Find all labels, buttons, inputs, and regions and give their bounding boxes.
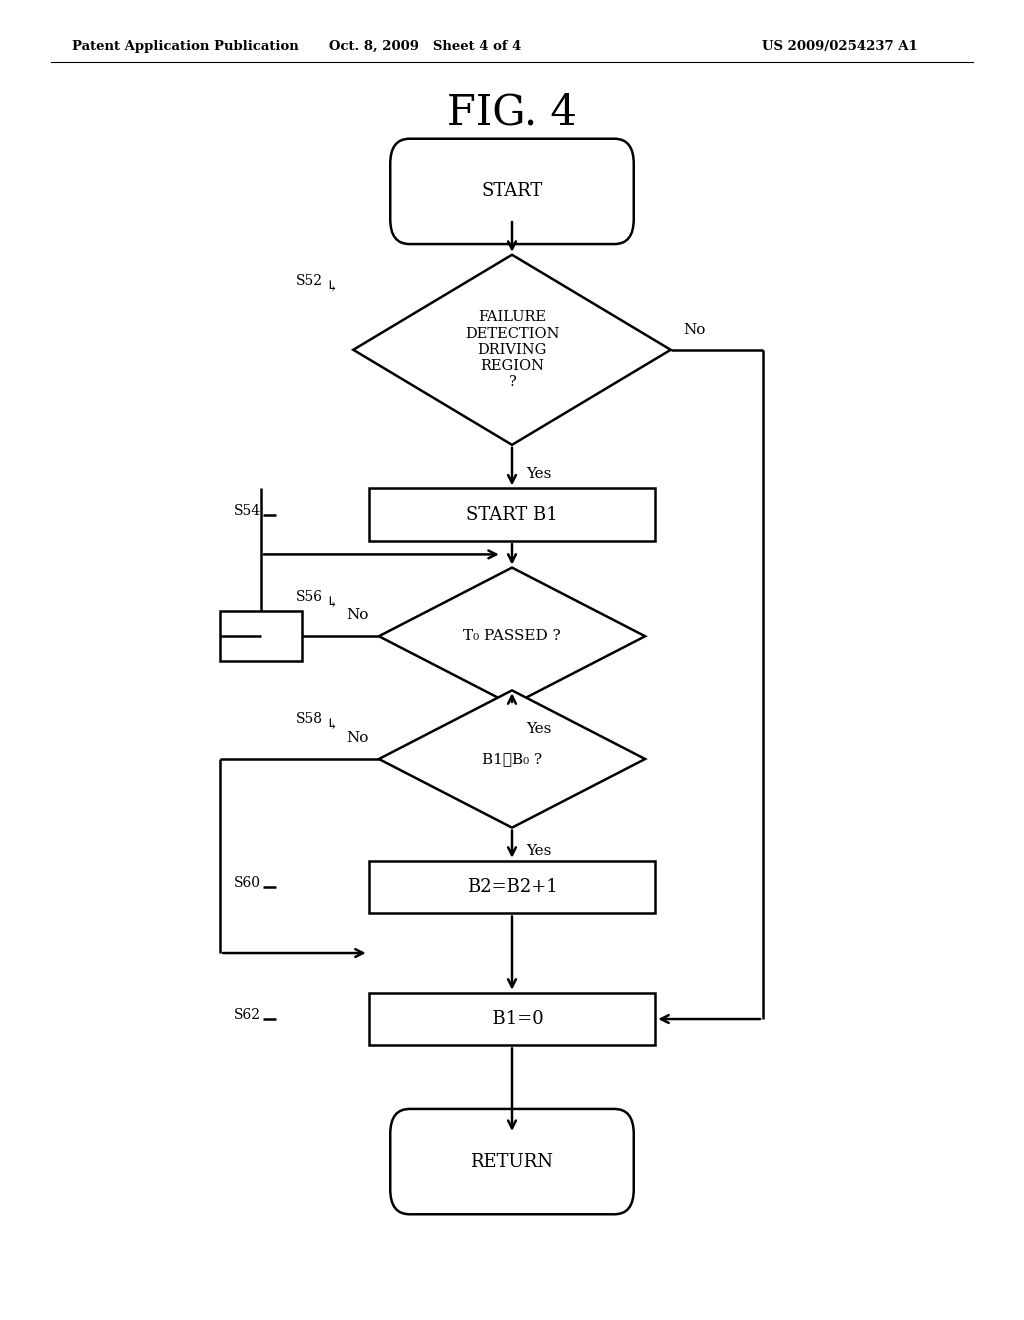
Text: S58: S58 xyxy=(296,713,323,726)
Text: RETURN: RETURN xyxy=(470,1152,554,1171)
Polygon shape xyxy=(379,690,645,828)
Text: Yes: Yes xyxy=(526,467,552,480)
Text: B2=B2+1: B2=B2+1 xyxy=(467,878,557,896)
Text: US 2009/0254237 A1: US 2009/0254237 A1 xyxy=(762,40,918,53)
Text: S62: S62 xyxy=(234,1008,261,1022)
Text: Patent Application Publication: Patent Application Publication xyxy=(72,40,298,53)
Text: ↳: ↳ xyxy=(326,719,338,733)
Text: START: START xyxy=(481,182,543,201)
FancyBboxPatch shape xyxy=(390,1109,634,1214)
Text: S52: S52 xyxy=(296,275,323,288)
Text: S56: S56 xyxy=(296,590,323,603)
Text: Oct. 8, 2009   Sheet 4 of 4: Oct. 8, 2009 Sheet 4 of 4 xyxy=(329,40,521,53)
Text: Yes: Yes xyxy=(526,722,552,735)
Text: FIG. 4: FIG. 4 xyxy=(447,91,577,133)
Text: Yes: Yes xyxy=(526,845,552,858)
Text: FAILURE
DETECTION
DRIVING
REGION
?: FAILURE DETECTION DRIVING REGION ? xyxy=(465,310,559,389)
Text: T₀ PASSED ?: T₀ PASSED ? xyxy=(463,630,561,643)
Text: ↳: ↳ xyxy=(326,597,338,610)
Text: No: No xyxy=(346,609,369,622)
Bar xyxy=(220,611,302,661)
Text: S60: S60 xyxy=(234,876,261,890)
Polygon shape xyxy=(353,255,671,445)
Text: S54: S54 xyxy=(234,504,261,517)
FancyBboxPatch shape xyxy=(390,139,634,244)
Text: No: No xyxy=(346,731,369,744)
Bar xyxy=(369,993,655,1045)
Text: No: No xyxy=(683,323,706,337)
Text: START B1: START B1 xyxy=(466,506,558,524)
Bar xyxy=(369,488,655,541)
Text: B1≧B₀ ?: B1≧B₀ ? xyxy=(482,752,542,766)
Bar xyxy=(369,861,655,913)
Polygon shape xyxy=(379,568,645,705)
Text: B1=0: B1=0 xyxy=(480,1010,544,1028)
Text: ↳: ↳ xyxy=(326,281,338,294)
